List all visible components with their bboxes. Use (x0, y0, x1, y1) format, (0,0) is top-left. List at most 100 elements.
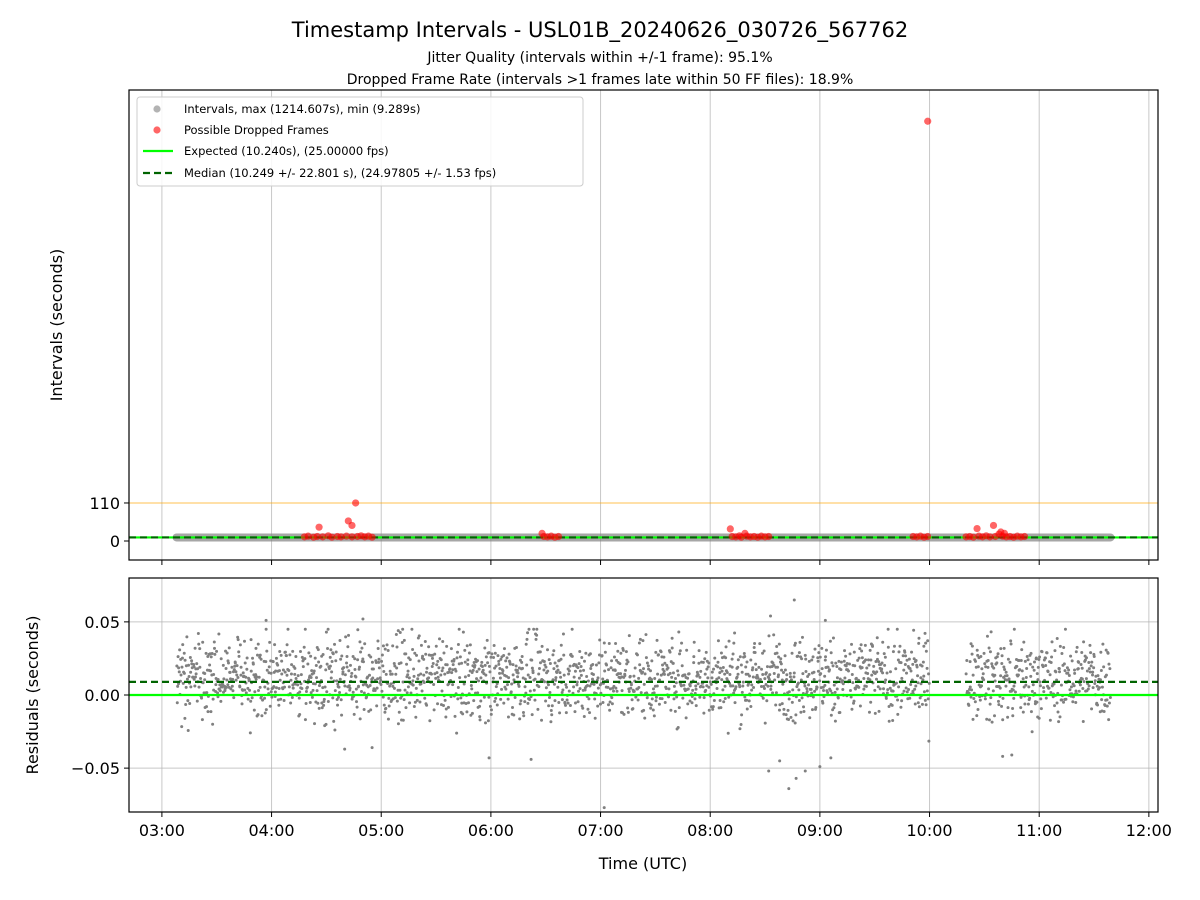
residual-point (236, 635, 240, 639)
residual-point (789, 678, 793, 682)
residual-point (401, 680, 405, 684)
residual-point (927, 672, 931, 676)
residual-point (505, 656, 509, 660)
residual-point (750, 683, 754, 687)
residual-point (823, 674, 827, 678)
residual-point (361, 617, 365, 621)
residual-point (660, 697, 664, 701)
dropped-frame-point (973, 524, 981, 533)
residual-point (645, 661, 649, 665)
residual-point (508, 662, 512, 666)
residual-point (643, 716, 647, 720)
residual-point (250, 696, 254, 700)
residual-point (484, 673, 488, 677)
residual-point (451, 668, 455, 672)
residual-point (506, 697, 510, 701)
residual-point (772, 633, 776, 637)
residual-point (383, 647, 387, 651)
residual-point (757, 665, 761, 669)
residual-point (1104, 648, 1108, 652)
residual-point (848, 689, 852, 693)
residual-point (792, 598, 796, 602)
residual-point (730, 657, 734, 661)
residual-point (1072, 684, 1076, 688)
residual-point (315, 676, 319, 680)
residual-point (995, 655, 999, 659)
residual-point (921, 678, 925, 682)
residual-point (1027, 685, 1031, 689)
residual-point (828, 668, 832, 672)
residual-point (860, 649, 864, 653)
residual-point (371, 676, 375, 680)
residual-point (446, 705, 450, 709)
residual-point (1074, 700, 1078, 704)
residual-point (345, 665, 349, 669)
residual-point (822, 689, 826, 693)
residual-point (765, 699, 769, 703)
residual-point (498, 671, 502, 675)
residual-point (487, 695, 491, 699)
residual-point (573, 710, 577, 714)
residual-point (188, 656, 192, 660)
residual-point (287, 685, 291, 689)
residual-point (336, 682, 340, 686)
residual-point (895, 627, 899, 631)
residual-point (376, 646, 380, 650)
residual-point (484, 655, 488, 659)
x-tick-label: 06:00 (468, 821, 514, 840)
residual-point (353, 657, 357, 661)
residual-point (811, 655, 815, 659)
residual-point (1009, 642, 1013, 646)
residual-point (437, 666, 441, 670)
residual-point (1026, 702, 1030, 706)
residual-point (577, 662, 581, 666)
residual-point (908, 666, 912, 670)
residual-point (379, 683, 383, 687)
residual-point (650, 659, 654, 663)
residual-point (536, 707, 540, 711)
residual-point (613, 668, 617, 672)
residual-point (678, 649, 682, 653)
residual-point (875, 657, 879, 661)
residual-point (280, 659, 284, 663)
residual-point (899, 661, 903, 665)
residual-point (836, 696, 840, 700)
residual-point (883, 655, 887, 659)
chart-subtitle-dropped: Dropped Frame Rate (intervals >1 frames … (347, 72, 854, 88)
residual-point (213, 652, 217, 656)
residual-point (271, 660, 275, 664)
residual-point (1029, 710, 1033, 714)
residual-point (1059, 683, 1063, 687)
residual-point (310, 669, 314, 673)
residual-point (1078, 683, 1082, 687)
residual-point (775, 645, 779, 649)
residual-point (748, 674, 752, 678)
residual-point (792, 675, 796, 679)
residual-point (436, 702, 440, 706)
residual-point (203, 678, 207, 682)
residual-point (848, 652, 852, 656)
residual-point (370, 746, 374, 750)
residual-point (429, 672, 433, 676)
residual-point (1062, 662, 1066, 666)
residual-point (797, 698, 801, 702)
residual-point (1067, 674, 1071, 678)
residual-point (221, 663, 225, 667)
residual-point (349, 675, 353, 679)
residual-point (654, 699, 658, 703)
residual-point (791, 688, 795, 692)
residual-point (565, 698, 569, 702)
residual-point (399, 661, 403, 665)
residual-point (280, 672, 284, 676)
residual-point (284, 654, 288, 658)
residual-point (891, 719, 895, 723)
residual-point (1036, 665, 1040, 669)
residual-point (780, 702, 784, 706)
residual-point (347, 684, 351, 688)
residual-point (401, 718, 405, 722)
residual-point (805, 689, 809, 693)
residual-point (771, 691, 775, 695)
residual-point (1019, 706, 1023, 710)
residual-point (561, 688, 565, 692)
residual-point (321, 652, 325, 656)
